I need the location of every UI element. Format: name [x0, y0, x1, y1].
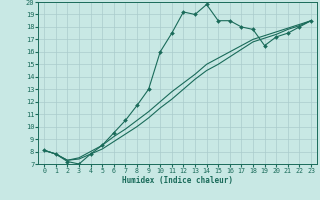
X-axis label: Humidex (Indice chaleur): Humidex (Indice chaleur): [122, 176, 233, 185]
